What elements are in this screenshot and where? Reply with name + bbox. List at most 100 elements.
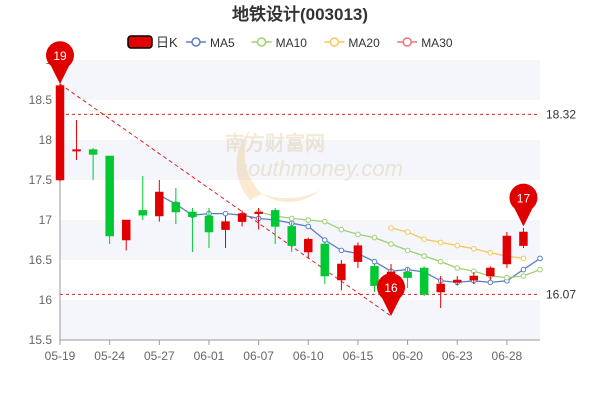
candle-body — [320, 243, 330, 277]
y-tick-label: 18 — [39, 133, 53, 147]
series-point-ma5 — [322, 237, 328, 243]
series-point-ma10 — [421, 253, 427, 259]
legend-label: MA20 — [348, 36, 380, 50]
legend-label: MA30 — [421, 36, 453, 50]
legend-label: MA10 — [276, 36, 308, 50]
plot-background — [60, 60, 540, 340]
candle-body — [72, 149, 81, 152]
marker-label: 16 — [384, 281, 398, 295]
candle — [304, 237, 313, 259]
reference-line-label: 18.32 — [546, 107, 576, 121]
candle-body — [519, 231, 528, 246]
legend-item: MA20 — [324, 36, 380, 50]
candle — [204, 208, 214, 248]
x-tick-label: 05-24 — [94, 349, 125, 363]
candle-body — [254, 211, 263, 214]
candle — [237, 210, 247, 227]
trend-line — [59, 83, 392, 317]
legend-item: 日K — [127, 35, 178, 50]
markers: 19 16 17 — [46, 41, 538, 316]
series-point-ma5 — [222, 210, 229, 217]
candle — [188, 208, 197, 252]
y-tick-label: 16.5 — [29, 253, 53, 267]
candle-body — [270, 210, 280, 227]
series-point-ma10 — [371, 234, 378, 241]
y-tick-label: 18.5 — [29, 93, 53, 107]
series-point-ma10 — [504, 274, 510, 281]
candle — [452, 276, 462, 286]
series-point-ma5 — [487, 279, 494, 286]
candle — [121, 219, 131, 251]
watermark-text: southmoney.com — [237, 156, 403, 181]
candle — [337, 260, 346, 291]
y-tick-label: 17 — [39, 213, 53, 227]
trend-line-segment — [59, 83, 392, 317]
series-point-ma10 — [288, 215, 295, 222]
marker-pin-icon — [509, 183, 538, 227]
legend-label: MA5 — [210, 36, 235, 50]
candle — [171, 188, 181, 224]
watermark-logo: 南方财富网 southmoney.com — [225, 130, 403, 202]
candle — [403, 268, 412, 288]
x-tick-label: 05-27 — [144, 349, 175, 363]
legend-item: MA30 — [397, 36, 453, 50]
candle-body — [370, 266, 379, 286]
x-axis: 05-19 05-24 05-27 06-01 06-07 06-10 06-15 06-20… — [45, 339, 540, 363]
candle-body — [353, 245, 363, 262]
grid-band — [60, 220, 540, 260]
reference-lines: 18.32 16.07 — [60, 107, 576, 301]
candle-body — [105, 155, 114, 237]
candle — [105, 155, 114, 244]
y-tick-label: 16 — [39, 293, 53, 307]
series-point-ma10 — [305, 217, 312, 223]
series-point-ma5 — [371, 258, 378, 265]
candle — [72, 120, 81, 160]
legend-marker-icon — [191, 37, 201, 47]
series-point-ma10 — [454, 265, 461, 271]
x-tick-label: 06-15 — [343, 349, 374, 363]
price-marker: 16 — [377, 273, 406, 316]
candle — [155, 180, 164, 222]
x-tick-label: 06-28 — [492, 349, 523, 363]
series-point-ma5 — [338, 247, 345, 254]
candle-body — [287, 226, 296, 246]
candle-body — [155, 191, 164, 217]
candle-body — [419, 267, 429, 295]
legend-marker-icon — [256, 37, 267, 47]
candle — [138, 176, 148, 220]
legend-marker-icon — [329, 37, 340, 47]
legend-kline-icon — [127, 35, 153, 49]
candle — [486, 266, 495, 280]
series-point-ma10 — [355, 231, 361, 238]
series-point-ma20 — [421, 236, 427, 242]
candle-body — [502, 235, 512, 265]
candle-body — [171, 202, 181, 213]
candle-body — [188, 211, 197, 218]
candles — [55, 84, 528, 308]
series-point-ma20 — [487, 250, 494, 256]
series-point-ma10 — [338, 226, 345, 233]
legend-item: MA10 — [251, 36, 308, 50]
reference-line-label: 16.07 — [546, 287, 576, 301]
series-point-ma5 — [537, 255, 543, 262]
series-point-ma20 — [404, 229, 411, 235]
legend-marker-icon — [402, 37, 412, 47]
candle — [221, 216, 230, 248]
candle — [353, 242, 363, 268]
price-marker: 19 — [46, 41, 75, 84]
candle — [436, 276, 445, 308]
candle — [519, 228, 528, 248]
candle — [419, 266, 429, 296]
marker-label: 17 — [517, 191, 531, 205]
series-point-ma10 — [537, 266, 543, 273]
candle-body — [403, 271, 412, 278]
legend: 日K MA5 MA10 MA20 MA30 — [127, 35, 453, 50]
candle — [55, 84, 65, 182]
candle — [469, 272, 479, 284]
candle-body — [237, 213, 247, 222]
y-tick-label: 15.5 — [29, 333, 53, 347]
watermark-text: 南方财富网 — [225, 131, 325, 155]
series-point-ma10 — [388, 241, 394, 247]
price-marker: 17 — [509, 183, 538, 227]
